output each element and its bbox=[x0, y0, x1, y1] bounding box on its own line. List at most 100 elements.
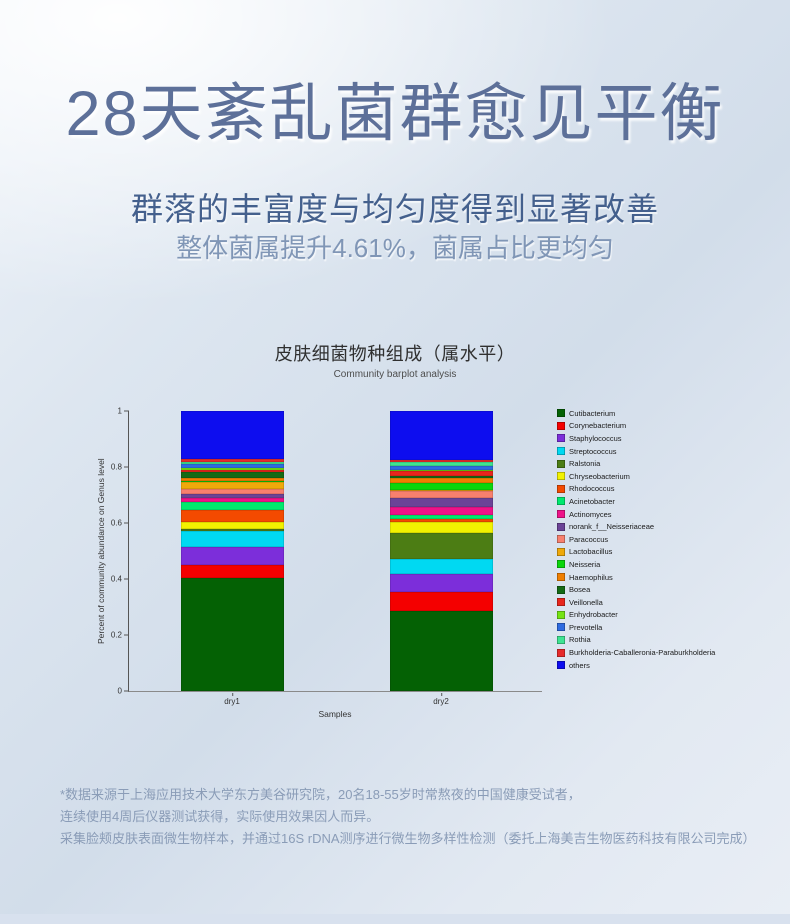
legend-swatch-icon bbox=[557, 635, 565, 644]
legend-item: Veillonella bbox=[557, 596, 715, 609]
legend-label: Chryseobacterium bbox=[569, 471, 630, 481]
legend-label: Veillonella bbox=[569, 597, 603, 607]
legend-label: Streptococcus bbox=[569, 446, 617, 456]
y-tick-mark bbox=[124, 578, 129, 580]
legend-label: Enhydrobacter bbox=[569, 610, 618, 620]
bar-segment-Enhydrobacter bbox=[181, 467, 284, 470]
bar-segment-Corynebacterium bbox=[390, 592, 493, 612]
y-tick-mark bbox=[124, 634, 129, 636]
y-axis-ticks: 0 0.2 0.4 0.6 0.8 1 bbox=[97, 407, 129, 696]
legend-item: Paracoccus bbox=[557, 533, 715, 546]
bar-segment-Corynebacterium bbox=[181, 565, 284, 579]
legend-item: Bosea bbox=[557, 583, 715, 596]
y-tick-label: 0.6 bbox=[110, 518, 122, 528]
legend-swatch-icon bbox=[557, 459, 565, 468]
legend-swatch-icon bbox=[557, 535, 565, 544]
legend-swatch-icon bbox=[557, 648, 565, 657]
bar-segment-Cutibacterium bbox=[390, 611, 493, 691]
y-tick-mark bbox=[124, 410, 129, 412]
page-title: 28天紊乱菌群愈见平衡 bbox=[65, 79, 725, 149]
bar-segment-Bosea bbox=[181, 471, 284, 478]
legend-swatch-icon bbox=[557, 585, 565, 594]
bar-segment-Prevotella bbox=[181, 464, 284, 468]
legend-swatch-icon bbox=[557, 610, 565, 619]
legend-item: Rothia bbox=[557, 634, 715, 647]
stacked-bar-dry1 bbox=[181, 411, 284, 691]
bar-segment-Burkholderia-Caballeronia-Paraburkholderia bbox=[390, 460, 493, 463]
page-subtitle: 群落的丰富度与均匀度得到显著改善 bbox=[130, 191, 659, 227]
bar-segment-Rothia bbox=[390, 462, 493, 466]
legend-label: Acinetobacter bbox=[569, 496, 615, 506]
legend-label: Rhodococcus bbox=[569, 484, 615, 494]
stacked-bar-dry2 bbox=[390, 411, 493, 691]
bottom-strip bbox=[0, 914, 790, 924]
bar-segment-Haemophilus bbox=[181, 477, 284, 481]
legend-label: Cutibacterium bbox=[569, 408, 616, 418]
bar-segment-norank_f__Neisseriaceae bbox=[181, 493, 284, 499]
bar-segment-Lactobacillus bbox=[390, 489, 493, 491]
bar-segment-others bbox=[181, 411, 284, 460]
y-tick-label: 1 bbox=[117, 406, 122, 416]
bar-segment-Actinomyces bbox=[181, 498, 284, 503]
legend-swatch-icon bbox=[557, 472, 565, 481]
legend-item: Corynebacterium bbox=[557, 420, 715, 433]
bar-segment-Acinetobacter bbox=[390, 514, 493, 519]
legend-swatch-icon bbox=[557, 598, 565, 607]
legend-item: Rhodococcus bbox=[557, 483, 715, 496]
bar-segment-Neisseria bbox=[390, 483, 493, 490]
y-tick-label: 0.4 bbox=[110, 574, 122, 584]
bar-segment-Prevotella bbox=[390, 465, 493, 470]
page-description: 整体菌属提升4.61%，菌属占比更均匀 bbox=[176, 233, 614, 263]
bar-segment-Haemophilus bbox=[390, 478, 493, 484]
bar-segment-Paracoccus bbox=[181, 488, 284, 494]
y-tick: 1 bbox=[118, 407, 129, 416]
legend-swatch-icon bbox=[557, 623, 565, 632]
legend-label: Bosea bbox=[569, 585, 591, 595]
bar-segment-Streptococcus bbox=[181, 530, 284, 548]
legend-label: Paracoccus bbox=[569, 534, 609, 544]
y-tick-mark bbox=[124, 522, 129, 524]
legend-item: Staphylococcus bbox=[557, 432, 715, 445]
legend-swatch-icon bbox=[557, 560, 565, 569]
legend-label: others bbox=[569, 660, 590, 670]
bar-segment-Acinetobacter bbox=[181, 502, 284, 510]
y-tick: 0.8 bbox=[111, 463, 129, 472]
footnote: *数据来源于上海应用技术大学东方美谷研究院，20名18-55岁时常熬夜的中国健康… bbox=[60, 784, 756, 850]
legend-item: others bbox=[557, 659, 715, 672]
legend-swatch-icon bbox=[557, 409, 565, 418]
bar-segment-Chryseobacterium bbox=[390, 521, 493, 534]
bar-segment-Ralstonia bbox=[181, 528, 284, 531]
footnote-line: *数据来源于上海应用技术大学东方美谷研究院，20名18-55岁时常熬夜的中国健康… bbox=[60, 787, 581, 802]
bar-segment-Paracoccus bbox=[390, 490, 493, 499]
bar-segment-others bbox=[390, 411, 493, 461]
legend-swatch-icon bbox=[557, 497, 565, 506]
plot-area: 0 0.2 0.4 0.6 0.8 1 bbox=[111, 407, 542, 696]
bar-segment-norank_f__Neisseriaceae bbox=[390, 498, 493, 507]
bar-segment-Veillonella bbox=[390, 471, 493, 476]
legend-label: Burkholderia-Caballeronia-Paraburkholder… bbox=[569, 648, 716, 658]
x-axis-categories: dry1 dry2 bbox=[128, 693, 542, 707]
y-tick-label: 0.2 bbox=[110, 630, 122, 640]
bar-segment-Rothia bbox=[181, 461, 284, 465]
chart-subtitle: Community barplot analysis bbox=[333, 369, 457, 380]
legend-item: Lactobacillus bbox=[557, 546, 715, 559]
bar-segment-Chryseobacterium bbox=[181, 522, 284, 529]
bar-segment-Staphylococcus bbox=[390, 573, 493, 593]
bar-segment-Bosea bbox=[390, 475, 493, 479]
legend-label: Prevotella bbox=[569, 622, 603, 632]
y-tick-mark bbox=[124, 466, 129, 468]
chart-title: 皮肤细菌物种组成（属水平） bbox=[274, 344, 516, 364]
legend-label: Lactobacillus bbox=[569, 547, 613, 557]
legend-item: Neisseria bbox=[557, 558, 715, 571]
y-tick-label: 0 bbox=[117, 686, 122, 696]
legend-item: Ralstonia bbox=[557, 457, 715, 470]
legend-swatch-icon bbox=[557, 421, 565, 430]
bar-segment-Ralstonia bbox=[390, 533, 493, 559]
bar-segment-Rhodococcus bbox=[181, 509, 284, 523]
legend-item: Acinetobacter bbox=[557, 495, 715, 508]
x-tick-label-dry1: dry1 bbox=[224, 693, 240, 706]
legend-item: Burkholderia-Caballeronia-Paraburkholder… bbox=[557, 646, 715, 659]
legend-label: Ralstonia bbox=[569, 459, 601, 469]
y-tick: 0.6 bbox=[111, 519, 129, 528]
